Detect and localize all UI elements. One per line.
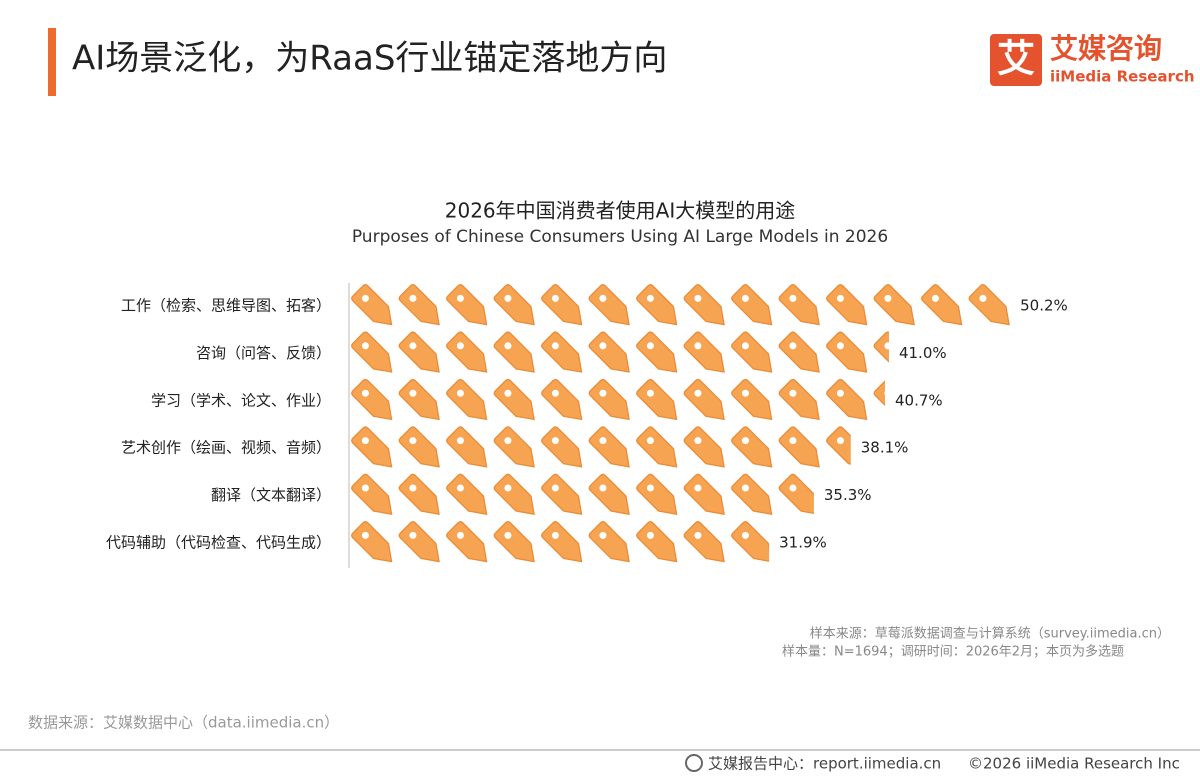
logo-mark: 艾 bbox=[997, 37, 1035, 81]
icon bbox=[539, 377, 590, 428]
icon bbox=[919, 282, 970, 333]
category-label: 艺术创作（绘画、视频、音频） bbox=[121, 439, 331, 457]
icon bbox=[682, 282, 733, 333]
icon-bar bbox=[349, 282, 1011, 333]
icon bbox=[634, 425, 685, 475]
icon bbox=[634, 330, 685, 381]
page-title: AI场景泛化，为RaaS行业锚定落地方向 bbox=[72, 39, 667, 79]
icon bbox=[349, 377, 400, 428]
title-accent bbox=[48, 28, 56, 96]
icon bbox=[824, 282, 875, 333]
footer-report: 艾媒报告中心：report.iimedia.cn bbox=[708, 755, 941, 773]
note: 样本来源：草莓派数据调查与计算系统（survey.iimedia.cn） bbox=[810, 627, 1170, 642]
icon bbox=[634, 377, 685, 428]
chart-subtitle: Purposes of Chinese Consumers Using AI L… bbox=[352, 227, 888, 247]
icon bbox=[729, 472, 780, 523]
icon bbox=[634, 472, 685, 523]
icon bbox=[397, 519, 448, 570]
icon bbox=[587, 425, 638, 475]
icon bbox=[682, 425, 733, 475]
icon bbox=[729, 282, 780, 333]
icon-bar bbox=[349, 472, 814, 523]
icon bbox=[539, 282, 590, 333]
value-label: 40.7% bbox=[895, 391, 943, 409]
icon bbox=[539, 330, 590, 381]
icon bbox=[444, 472, 495, 523]
value-label: 41.0% bbox=[899, 344, 947, 362]
icon bbox=[349, 519, 400, 570]
icon-bar bbox=[349, 377, 886, 428]
icon bbox=[634, 282, 685, 333]
icon bbox=[777, 377, 828, 428]
footer-copyright: ©2026 iiMedia Research Inc bbox=[968, 755, 1180, 773]
icon bbox=[444, 330, 495, 381]
icon bbox=[349, 282, 400, 333]
icon bbox=[729, 330, 780, 381]
icon bbox=[587, 282, 638, 333]
icon bbox=[587, 330, 638, 381]
icon bbox=[492, 330, 543, 381]
globe-icon bbox=[685, 754, 703, 772]
logo-box bbox=[990, 34, 1042, 86]
category-label: 翻译（文本翻译） bbox=[211, 486, 331, 504]
value-label: 35.3% bbox=[824, 486, 872, 504]
icon-bar bbox=[349, 425, 851, 475]
icon bbox=[492, 519, 543, 570]
icon bbox=[539, 425, 590, 475]
icon bbox=[729, 425, 780, 475]
category-label: 工作（检索、思维导图、拓客） bbox=[121, 297, 331, 315]
icon bbox=[729, 377, 780, 428]
icon bbox=[397, 377, 448, 428]
icon bbox=[682, 330, 733, 381]
icon bbox=[777, 330, 828, 381]
logo-cn: 艾媒咨询 bbox=[1050, 32, 1162, 65]
icon bbox=[492, 377, 543, 428]
icon bbox=[349, 425, 400, 475]
value-label: 31.9% bbox=[779, 534, 827, 552]
value-label: 50.2% bbox=[1020, 297, 1068, 315]
icon bbox=[539, 472, 590, 523]
icon bbox=[777, 425, 828, 475]
icon bbox=[349, 472, 400, 523]
icon bbox=[682, 472, 733, 523]
icon bbox=[444, 519, 495, 570]
plot: 工作（检索、思维导图、拓客） 50.2% 咨询（问答、反馈） 41.0% 学习（学术、论… bbox=[106, 282, 1068, 570]
value-label: 38.1% bbox=[861, 439, 909, 457]
icon bbox=[634, 519, 685, 570]
icon bbox=[349, 330, 400, 381]
icon bbox=[872, 282, 923, 333]
icon bbox=[397, 472, 448, 523]
icon bbox=[492, 282, 543, 333]
icon-bar bbox=[349, 330, 889, 381]
logo-en: iiMedia Research bbox=[1050, 68, 1195, 86]
icon bbox=[824, 330, 875, 381]
icon bbox=[587, 519, 638, 570]
icon bbox=[777, 282, 828, 333]
icon bbox=[444, 425, 495, 475]
icon bbox=[397, 282, 448, 333]
icon bbox=[729, 519, 770, 570]
icon bbox=[397, 330, 448, 381]
icon bbox=[444, 282, 495, 333]
icon bbox=[824, 377, 875, 428]
category-label: 学习（学术、论文、作业） bbox=[151, 391, 331, 409]
icon bbox=[587, 472, 638, 523]
icon bbox=[967, 282, 1011, 333]
category-label: 代码辅助（代码检查、代码生成） bbox=[106, 534, 331, 552]
icon bbox=[444, 377, 495, 428]
note: 样本量：N=1694；调研时间：2026年2月；本页为多选题 bbox=[782, 644, 1124, 660]
icon bbox=[397, 425, 448, 475]
source: 数据来源：艾媒数据中心（data.iimedia.cn） bbox=[28, 714, 339, 732]
icon bbox=[492, 425, 543, 475]
chart-title: 2026年中国消费者使用AI大模型的用途 bbox=[445, 199, 795, 223]
icon bbox=[682, 519, 733, 570]
icon bbox=[539, 519, 590, 570]
icon bbox=[492, 472, 543, 523]
icon-bar bbox=[349, 519, 770, 570]
icon bbox=[682, 377, 733, 428]
icon bbox=[777, 472, 814, 523]
category-label: 咨询（问答、反馈） bbox=[196, 344, 331, 362]
icon bbox=[587, 377, 638, 428]
